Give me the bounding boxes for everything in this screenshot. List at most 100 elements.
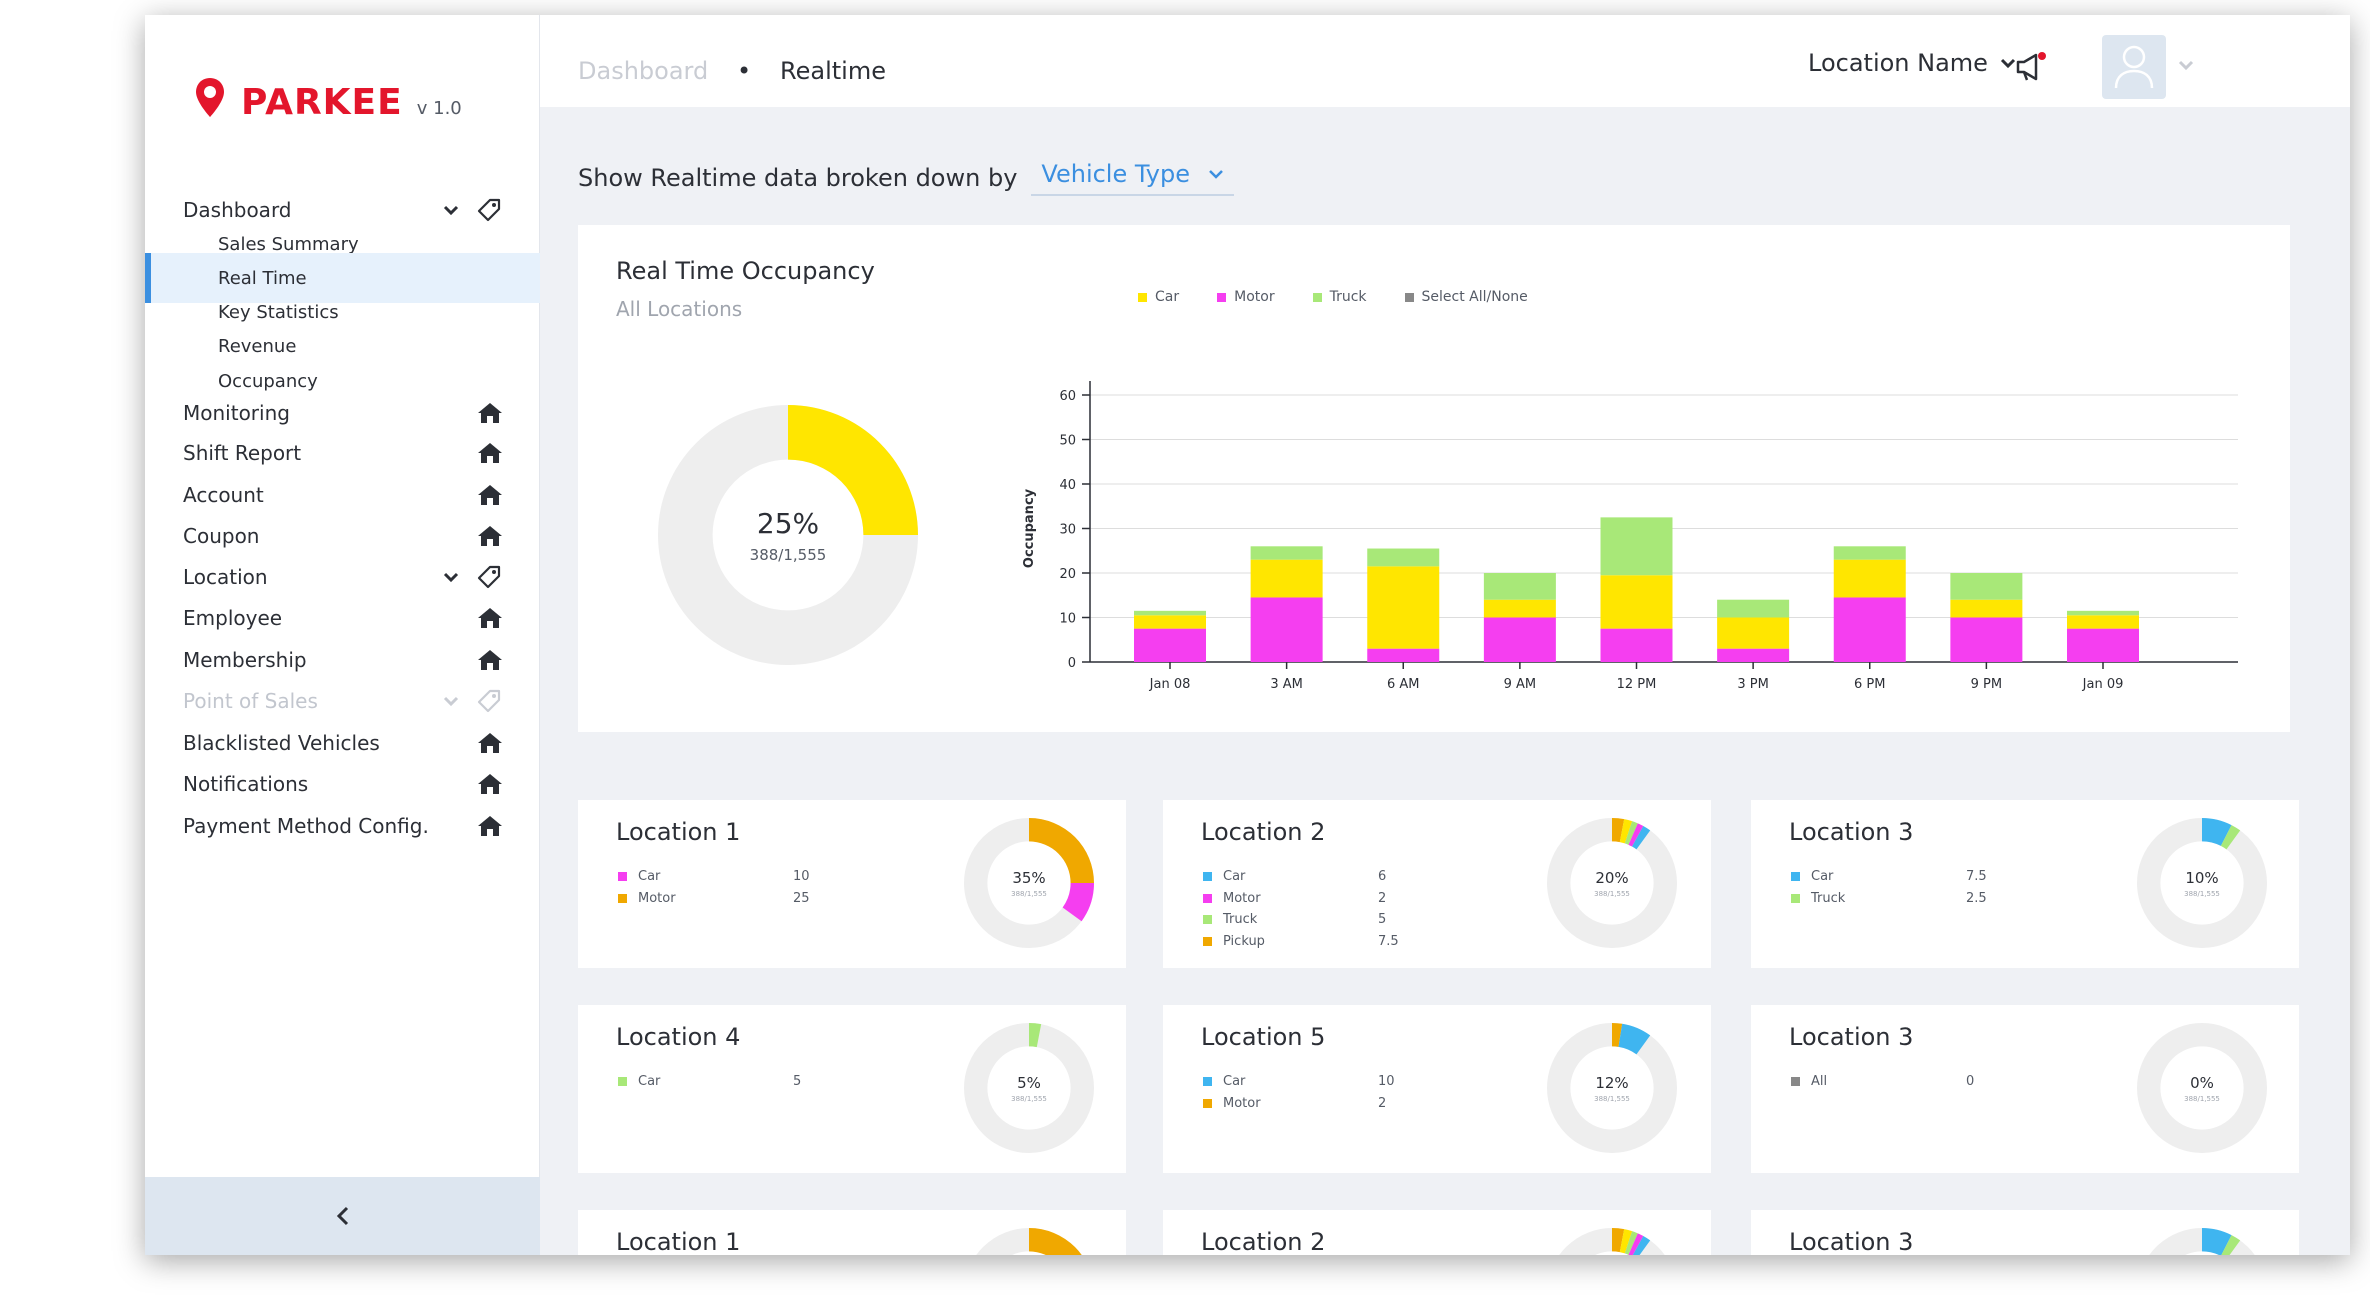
- sidebar-item-blacklisted-vehicles[interactable]: Blacklisted Vehicles: [145, 718, 540, 768]
- vehicle-type-select[interactable]: Vehicle Type: [1031, 160, 1234, 196]
- sidebar-item-coupon[interactable]: Coupon: [145, 511, 540, 561]
- bar-car[interactable]: [1367, 566, 1440, 649]
- breadcrumb-dashboard[interactable]: Dashboard: [578, 57, 709, 85]
- bar-truck[interactable]: [1367, 548, 1440, 567]
- bar-motor[interactable]: [1250, 597, 1323, 662]
- sidebar-item-shift-report[interactable]: Shift Report: [145, 428, 540, 478]
- location-select[interactable]: Location Name: [1808, 49, 2016, 77]
- location-card-title: Location 2: [1201, 1228, 1326, 1255]
- bar-truck[interactable]: [1833, 546, 1906, 560]
- bar-car[interactable]: [2067, 615, 2139, 629]
- bar-motor[interactable]: [2067, 628, 2139, 662]
- location-card[interactable]: Location 5 Car 10 Motor 2 12% 388/1,555: [1163, 1005, 1711, 1173]
- home-icon: [478, 403, 502, 423]
- realtime-occupancy-card: Real Time Occupancy All Locations Car Mot…: [578, 225, 2290, 732]
- bar-car[interactable]: [1250, 559, 1323, 598]
- sidebar-item-payment-method-config[interactable]: Payment Method Config.: [145, 801, 540, 851]
- breakdown-swatch: [1791, 872, 1800, 882]
- bar-car[interactable]: [1134, 615, 1206, 629]
- breakdown-value: 10: [1378, 1074, 1395, 1090]
- bar-motor[interactable]: [1600, 628, 1673, 662]
- bar-car[interactable]: [1600, 575, 1673, 629]
- tag-icon: [477, 198, 501, 222]
- sidebar-item-notifications[interactable]: Notifications: [145, 759, 540, 809]
- sidebar-subitem-real-time[interactable]: Real Time: [145, 253, 540, 303]
- x-tick-label: 6 AM: [1387, 677, 1420, 692]
- bar-motor[interactable]: [1950, 617, 2023, 663]
- bar-motor[interactable]: [1483, 617, 1556, 663]
- announcement-icon[interactable]: [2014, 51, 2048, 83]
- sidebar-item-monitoring[interactable]: Monitoring: [145, 388, 540, 438]
- location-card[interactable]: Location 1: [578, 1210, 1126, 1255]
- legend-item-truck[interactable]: Truck: [1312, 289, 1367, 305]
- location-donut-segment: [1632, 826, 1651, 850]
- breakdown-name: Motor: [1223, 1095, 1261, 1111]
- legend-item-car[interactable]: Car: [1138, 289, 1179, 305]
- breakdown-value: 7.5: [1378, 933, 1399, 949]
- bar-motor[interactable]: [1367, 648, 1440, 662]
- bar-motor[interactable]: [1134, 628, 1206, 662]
- location-card[interactable]: Location 2: [1163, 1210, 1711, 1255]
- sidebar-subitem-label: Occupancy: [218, 370, 318, 392]
- sidebar-subitem-sales-summary[interactable]: Sales Summary: [145, 219, 540, 269]
- y-tick-label: 30: [1059, 523, 1076, 538]
- breakdown-swatch: [1203, 872, 1212, 882]
- chevron-left-icon: [336, 1206, 348, 1226]
- bar-truck[interactable]: [1950, 573, 2023, 600]
- brand-logo[interactable]: PARKEE v 1.0: [193, 70, 462, 123]
- location-breakdown-list: Car 10 Motor 25: [618, 866, 853, 909]
- breakdown-name: Car: [638, 1074, 661, 1090]
- location-card[interactable]: Location 3: [1751, 1210, 2299, 1255]
- location-card[interactable]: Location 4 Car 5 5% 388/1,555: [578, 1005, 1126, 1173]
- bar-truck[interactable]: [2067, 610, 2139, 616]
- sidebar-item-dashboard[interactable]: Dashboard: [145, 185, 540, 235]
- breakdown-swatch: [1203, 1098, 1212, 1108]
- bar-truck[interactable]: [1250, 546, 1323, 560]
- bar-car[interactable]: [1950, 599, 2023, 618]
- location-card[interactable]: Location 2 Car 6 Motor 2 Truck 5 Pickup 7.5 20% 38…: [1163, 800, 1711, 968]
- sidebar-item-employee[interactable]: Employee: [145, 593, 540, 643]
- legend-swatch: [1217, 292, 1227, 302]
- legend-label: Motor: [1234, 289, 1275, 305]
- sidebar-subitem-occupancy[interactable]: Occupancy: [145, 356, 540, 406]
- location-donut-count: 388/1,555: [1594, 1094, 1630, 1103]
- breakdown-value: 2: [1378, 1095, 1387, 1111]
- x-tick-label: 12 PM: [1617, 677, 1657, 692]
- bar-truck[interactable]: [1134, 610, 1206, 616]
- location-donut-segment: [1612, 1023, 1623, 1047]
- breakdown-name: Car: [1223, 1074, 1246, 1090]
- location-breakdown-row: Car 6: [1203, 866, 1438, 888]
- sidebar-subitem-revenue[interactable]: Revenue: [145, 321, 540, 371]
- breakdown-swatch: [1203, 893, 1212, 903]
- location-card[interactable]: Location 1 Car 10 Motor 25 35% 388/1,555: [578, 800, 1126, 968]
- location-breakdown-list: Car 7.5 Truck 2.5: [1791, 866, 2026, 909]
- bar-car[interactable]: [1833, 559, 1906, 598]
- bar-car[interactable]: [1717, 617, 1790, 649]
- sidebar-item-membership[interactable]: Membership: [145, 635, 540, 685]
- bar-truck[interactable]: [1483, 573, 1556, 600]
- legend-item-motor[interactable]: Motor: [1217, 289, 1275, 305]
- bar-truck[interactable]: [1717, 599, 1790, 618]
- bar-car[interactable]: [1483, 599, 1556, 618]
- sidebar-subitem-key-statistics[interactable]: Key Statistics: [145, 287, 540, 337]
- location-donut-segment: [1628, 823, 1644, 847]
- breakdown-name: Car: [1223, 869, 1246, 885]
- sidebar-item-account[interactable]: Account: [145, 470, 540, 520]
- location-donut-percent: 0%: [2190, 1073, 2214, 1092]
- location-pin-icon: [196, 78, 224, 117]
- location-breakdown-row: Motor 2: [1203, 888, 1438, 910]
- location-card[interactable]: Location 3 Car 7.5 Truck 2.5 10% 388/1,555: [1751, 800, 2299, 968]
- sidebar-item-location[interactable]: Location: [145, 552, 540, 602]
- user-avatar[interactable]: [2102, 35, 2166, 99]
- location-card[interactable]: Location 3 All 0 0% 388/1,555: [1751, 1005, 2299, 1173]
- user-menu-chevron-icon[interactable]: [2178, 59, 2194, 71]
- bar-motor[interactable]: [1717, 648, 1790, 662]
- bar-truck[interactable]: [1600, 517, 1673, 576]
- legend-item-select-all-none[interactable]: Select All/None: [1404, 289, 1528, 305]
- legend-label: Car: [1155, 289, 1180, 305]
- sidebar-item-point-of-sales[interactable]: Point of Sales: [145, 676, 540, 726]
- bar-motor[interactable]: [1833, 597, 1906, 662]
- home-icon: [478, 526, 502, 546]
- sidebar-collapse-button[interactable]: [145, 1177, 540, 1255]
- location-donut-percent: 10%: [2185, 868, 2219, 887]
